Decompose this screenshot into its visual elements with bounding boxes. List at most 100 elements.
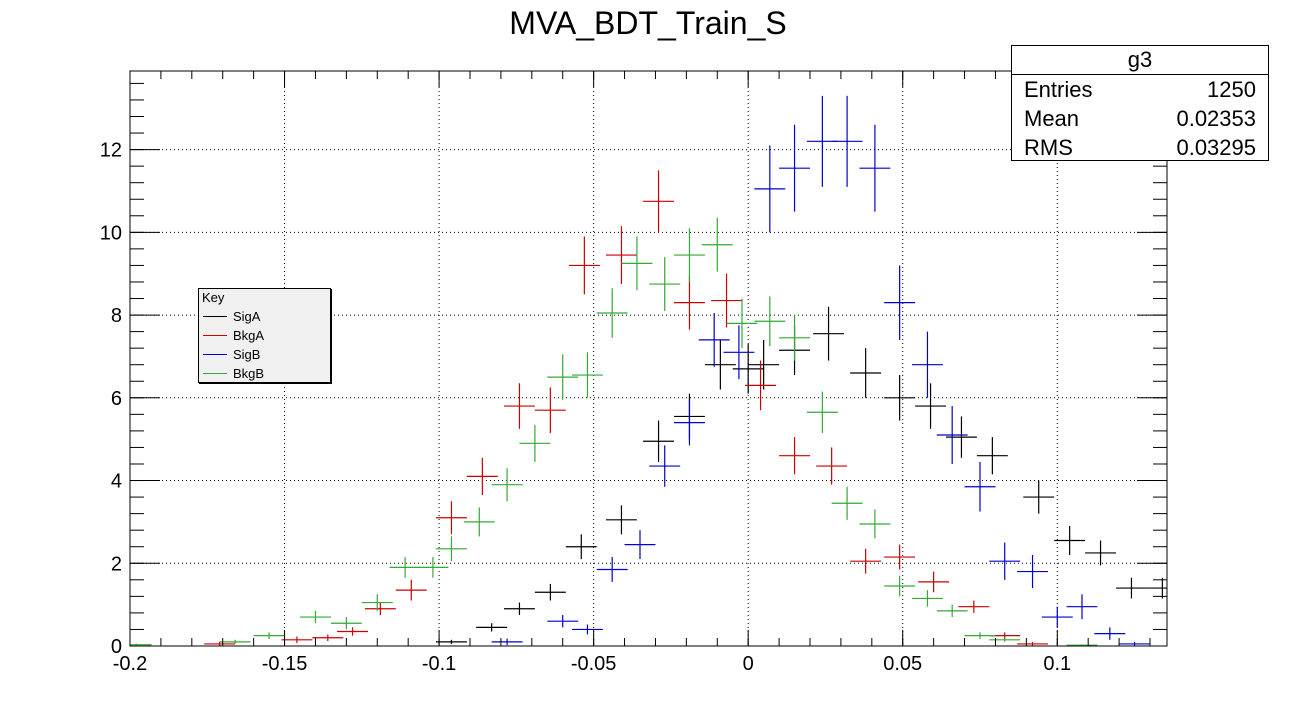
data-point bbox=[572, 624, 603, 635]
data-point bbox=[547, 614, 579, 628]
data-point bbox=[1094, 627, 1126, 640]
data-point bbox=[831, 95, 863, 187]
data-point bbox=[723, 325, 755, 380]
data-point bbox=[649, 445, 681, 487]
data-point bbox=[884, 265, 916, 340]
data-point bbox=[958, 600, 990, 613]
x-tick-label: -0.15 bbox=[262, 653, 308, 675]
data-point bbox=[850, 348, 882, 398]
data-point bbox=[1041, 606, 1073, 628]
series-bkgb bbox=[130, 217, 1098, 646]
legend-title: Key bbox=[202, 290, 225, 305]
data-point bbox=[915, 383, 946, 429]
stats-value: 1250 bbox=[1207, 77, 1256, 102]
stats-box: g3 Entries 1250 Mean 0.02353 RMS 0.03295 bbox=[1011, 45, 1269, 161]
y-tick-label: 4 bbox=[111, 471, 122, 493]
legend: Key SigA BkgA SigB BkgB bbox=[198, 288, 331, 383]
data-point bbox=[519, 424, 551, 462]
data-point bbox=[912, 590, 943, 607]
y-tick-label: 6 bbox=[111, 388, 122, 410]
legend-label: SigA bbox=[233, 309, 261, 324]
data-point bbox=[813, 306, 844, 361]
data-point bbox=[779, 124, 810, 212]
data-point bbox=[436, 501, 467, 535]
data-point bbox=[547, 354, 579, 400]
data-point bbox=[491, 468, 523, 502]
data-point bbox=[701, 217, 733, 272]
data-point bbox=[859, 509, 891, 539]
data-point bbox=[1119, 641, 1150, 646]
data-point bbox=[1017, 554, 1048, 589]
data-point bbox=[300, 610, 331, 624]
x-tick-label: -0.2 bbox=[113, 653, 147, 675]
legend-label: BkgB bbox=[233, 366, 265, 381]
data-point bbox=[754, 145, 786, 233]
stats-title: g3 bbox=[1012, 46, 1268, 75]
y-tick-label: 0 bbox=[111, 636, 122, 658]
data-point bbox=[884, 575, 916, 597]
data-point bbox=[565, 534, 597, 560]
x-tick-label: -0.05 bbox=[571, 653, 617, 675]
data-point bbox=[989, 637, 1021, 642]
data-point bbox=[395, 579, 427, 601]
data-point bbox=[779, 315, 810, 361]
stats-label: RMS bbox=[1024, 135, 1073, 160]
y-tick-label: 2 bbox=[111, 553, 122, 575]
stats-label: Mean bbox=[1024, 106, 1080, 131]
data-point bbox=[850, 548, 882, 574]
data-point bbox=[281, 636, 313, 644]
data-point bbox=[779, 437, 810, 475]
data-point bbox=[806, 391, 838, 433]
x-tick-label: 0.05 bbox=[883, 653, 922, 675]
data-point bbox=[754, 296, 786, 347]
data-point bbox=[312, 634, 344, 642]
data-point bbox=[364, 602, 396, 615]
stats-label: Entries bbox=[1024, 77, 1093, 102]
data-point bbox=[606, 505, 637, 535]
legend-swatch bbox=[203, 316, 227, 317]
data-point bbox=[534, 583, 566, 601]
data-point bbox=[936, 604, 968, 618]
data-point bbox=[1066, 594, 1098, 620]
data-point bbox=[936, 406, 968, 464]
data-point bbox=[745, 360, 776, 411]
data-point bbox=[204, 641, 236, 646]
data-point bbox=[976, 437, 1008, 475]
data-point bbox=[624, 530, 656, 560]
x-tick-label: -0.1 bbox=[422, 653, 456, 675]
data-point bbox=[912, 331, 943, 398]
x-tick-label: 0.1 bbox=[1043, 653, 1071, 675]
stats-row-mean: Mean 0.02353 bbox=[1012, 104, 1268, 133]
stats-row-rms: RMS 0.03295 bbox=[1012, 133, 1268, 162]
data-point bbox=[466, 457, 498, 496]
data-point bbox=[643, 420, 674, 462]
data-point bbox=[1054, 526, 1086, 555]
data-point bbox=[476, 623, 508, 632]
data-point bbox=[726, 298, 758, 349]
series-sigb bbox=[491, 95, 1150, 646]
data-point bbox=[504, 602, 535, 615]
data-point bbox=[504, 383, 535, 429]
data-point bbox=[989, 542, 1021, 580]
data-point bbox=[884, 375, 916, 421]
legend-item-siga: SigA bbox=[199, 307, 330, 326]
chart-title: MVA_BDT_Train_S bbox=[509, 5, 786, 41]
data-point bbox=[649, 257, 681, 311]
data-point bbox=[389, 557, 421, 578]
axes: -0.2 -0.15 -0.1 -0.05 0 0.05 0.1 0 2 4 6 8 10 12 bbox=[100, 71, 1167, 675]
y-tick-label: 10 bbox=[100, 222, 122, 244]
stats-value: 0.02353 bbox=[1176, 106, 1256, 131]
data-point bbox=[436, 639, 467, 644]
data-point bbox=[417, 557, 449, 578]
data-point bbox=[674, 275, 705, 330]
data-point bbox=[674, 399, 705, 446]
data-point bbox=[831, 486, 863, 520]
data-point bbox=[596, 557, 628, 582]
data-point bbox=[463, 507, 495, 537]
data-point bbox=[361, 594, 393, 611]
data-point bbox=[704, 339, 736, 390]
data-point bbox=[816, 447, 848, 485]
data-point bbox=[1023, 480, 1055, 514]
legend-item-bkga: BkgA bbox=[199, 326, 330, 345]
data-point bbox=[606, 226, 637, 285]
